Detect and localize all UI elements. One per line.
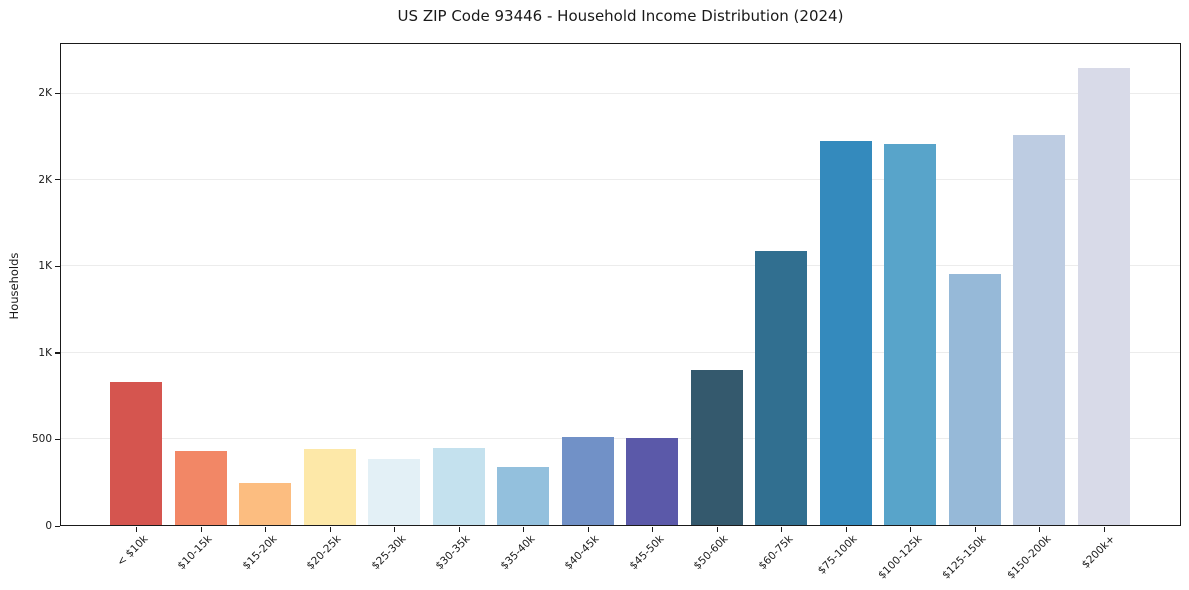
gridline [61,351,1180,353]
gridline [61,265,1180,267]
bar--200k+ [1077,68,1130,525]
x-tick [200,527,202,532]
y-tick [55,179,60,181]
y-tick [55,92,60,94]
y-tick [55,438,60,441]
x-tick [716,527,718,532]
x-tick [587,527,589,532]
x-tick [523,527,525,532]
bar--100-125k [884,144,937,525]
bar--125-150k [948,274,1001,525]
bar--150-200k [1013,134,1066,525]
gridline [61,93,1180,94]
y-tick-label: 1K [38,260,52,273]
bar--50-60k [690,369,743,525]
x-tick [265,527,267,532]
bar--20-25k [303,449,356,525]
chart-title: US ZIP Code 93446 - Household Income Dis… [397,7,844,25]
x-tick [974,527,976,532]
x-tick [1039,527,1041,532]
bar--10-15k [174,450,227,525]
bar--45-50k [626,437,679,525]
x-tick [910,527,912,532]
y-tick [55,352,60,354]
y-tick-label: 1K [38,346,52,359]
bar--10k [110,381,163,525]
x-tick [136,527,138,532]
bar--40-45k [561,437,614,525]
gridline [61,437,1180,439]
x-tick [652,527,654,532]
x-tick [394,527,396,532]
y-tick [55,265,60,267]
y-tick [55,525,60,527]
bar--60-75k [755,250,808,525]
x-tick [1103,527,1105,532]
bar--15-20k [239,482,292,525]
plot-area [60,43,1181,526]
bar--25-30k [368,458,421,525]
x-tick [458,527,460,532]
x-tick-label: < $10k [114,533,151,569]
y-tick-label: 2K [38,87,52,100]
y-axis-label: Households [7,252,21,320]
x-tick [781,527,783,532]
y-tick-label: 0 [45,520,52,532]
bar--30-35k [432,448,485,525]
x-tick [329,527,331,532]
x-tick [845,527,847,532]
gridline [61,179,1180,181]
y-tick-label: 2K [38,173,52,186]
bar--35-40k [497,467,550,525]
y-tick-label: 500 [31,433,52,446]
bar--75-100k [819,140,872,525]
